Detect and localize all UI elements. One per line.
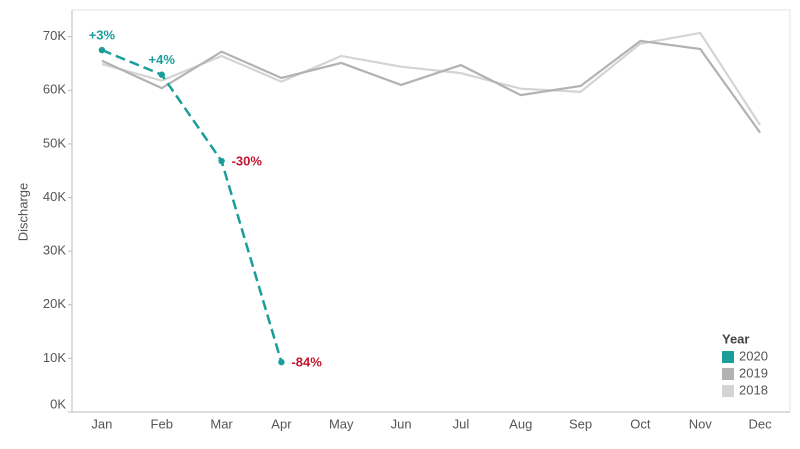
x-tick-label: Aug	[509, 416, 532, 431]
y-tick-label: 30K	[43, 243, 66, 258]
x-tick-label: May	[329, 416, 354, 431]
x-tick-label: Apr	[271, 416, 292, 431]
y-tick-label: 10K	[43, 350, 66, 365]
x-tick-label: Jan	[91, 416, 112, 431]
legend-label: 2019	[739, 365, 768, 380]
y-tick-label: 50K	[43, 135, 66, 150]
x-tick-label: Dec	[749, 416, 773, 431]
annotation: -30%	[232, 153, 263, 168]
y-axis-label: Discharge	[15, 183, 30, 242]
legend-swatch	[722, 368, 734, 380]
annotation: +3%	[89, 28, 116, 43]
series-line	[101, 31, 762, 126]
x-tick-label: Jul	[453, 416, 470, 431]
legend-label: 2018	[739, 382, 768, 397]
x-tick-label: Oct	[630, 416, 651, 431]
x-tick-label: Nov	[689, 416, 713, 431]
y-tick-label: 40K	[43, 189, 66, 204]
point	[158, 71, 165, 78]
legend-swatch	[722, 385, 734, 397]
y-tick-label: 20K	[43, 296, 66, 311]
point	[218, 157, 225, 165]
y-tick-label: 70K	[43, 28, 66, 43]
legend-title: Year	[722, 331, 749, 346]
legend-label: 2020	[739, 348, 768, 363]
x-tick-label: Feb	[151, 416, 173, 431]
x-tick-label: Mar	[210, 416, 233, 431]
y-tick-label: 60K	[43, 82, 66, 97]
annotation: -84%	[291, 355, 322, 370]
series-line	[101, 48, 283, 363]
annotation: +4%	[149, 52, 176, 67]
x-tick-label: Sep	[569, 416, 592, 431]
point	[278, 358, 285, 366]
point	[98, 46, 106, 54]
series-line	[101, 39, 761, 134]
x-tick-label: Jun	[391, 416, 412, 431]
y-tick-label: 0K	[50, 396, 66, 411]
legend-swatch	[722, 351, 734, 363]
